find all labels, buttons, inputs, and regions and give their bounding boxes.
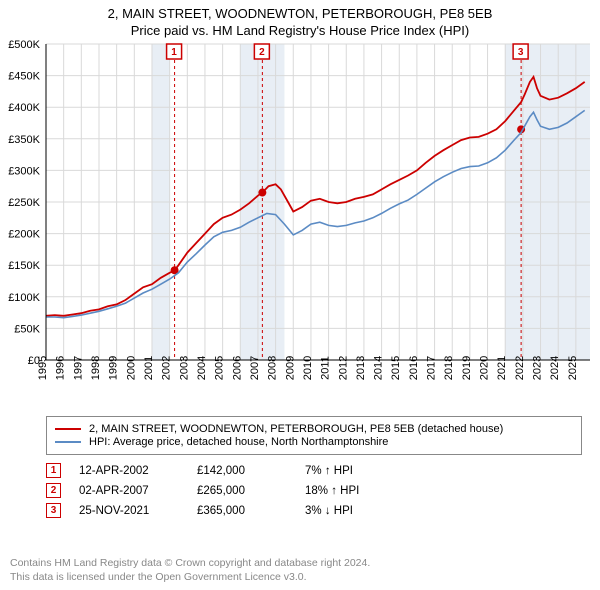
x-tick-label: 2014 [373, 356, 385, 380]
x-tick-label: 2000 [125, 356, 137, 380]
event-price: £365,000 [197, 505, 287, 517]
x-tick-label: 2015 [390, 356, 402, 380]
x-tick-label: 2018 [443, 356, 455, 380]
y-tick-label: £500K [8, 40, 40, 51]
event-number-box: 1 [46, 463, 61, 478]
event-row: 2 02-APR-2007 £265,000 18% ↑ HPI [46, 483, 582, 498]
event-row: 3 25-NOV-2021 £365,000 3% ↓ HPI [46, 503, 582, 518]
x-tick-label: 2010 [302, 356, 314, 380]
x-tick-label: 2006 [231, 356, 243, 380]
event-price: £265,000 [197, 485, 287, 497]
x-tick-label: 2005 [214, 356, 226, 380]
event-marker-label: 2 [259, 47, 265, 58]
y-tick-label: £400K [8, 102, 40, 114]
event-diff: 7% ↑ HPI [305, 465, 405, 477]
x-tick-label: 2008 [267, 356, 279, 380]
y-tick-label: £150K [8, 260, 40, 272]
x-tick-label: 2017 [426, 356, 438, 380]
x-tick-label: 2021 [496, 356, 508, 380]
event-marker-label: 1 [171, 47, 177, 58]
x-tick-label: 2023 [532, 356, 544, 380]
series-hpi [46, 110, 585, 317]
x-tick-label: 1997 [72, 356, 84, 380]
y-tick-label: £300K [8, 165, 40, 177]
x-tick-label: 2022 [514, 356, 526, 380]
event-marker-label: 3 [518, 47, 524, 58]
x-tick-label: 1998 [90, 356, 102, 380]
chart-area: £0£50K£100K£150K£200K£250K£300K£350K£400… [0, 40, 600, 410]
y-tick-label: £100K [8, 292, 40, 304]
x-tick-label: 2024 [549, 356, 561, 380]
legend-label: 2, MAIN STREET, WOODNEWTON, PETERBOROUGH… [89, 423, 503, 435]
y-tick-label: £200K [8, 229, 40, 241]
price-chart: £0£50K£100K£150K£200K£250K£300K£350K£400… [0, 40, 600, 410]
y-tick-label: £250K [8, 197, 40, 209]
x-tick-label: 2016 [408, 356, 420, 380]
legend-row: 2, MAIN STREET, WOODNEWTON, PETERBOROUGH… [55, 423, 573, 435]
event-diff: 18% ↑ HPI [305, 485, 405, 497]
legend-swatch [55, 441, 81, 443]
y-tick-label: £350K [8, 134, 40, 146]
legend-swatch [55, 428, 81, 430]
x-tick-label: 2004 [196, 356, 208, 380]
x-tick-label: 2025 [567, 356, 579, 380]
legend-box: 2, MAIN STREET, WOODNEWTON, PETERBOROUGH… [46, 416, 582, 455]
events-table: 1 12-APR-2002 £142,000 7% ↑ HPI 2 02-APR-2007… [46, 463, 582, 518]
x-tick-label: 2013 [355, 356, 367, 380]
x-tick-label: 2012 [337, 356, 349, 380]
x-tick-label: 1995 [37, 356, 49, 380]
series-property [46, 77, 585, 316]
event-date: 02-APR-2007 [79, 485, 179, 497]
y-tick-label: £50K [14, 323, 40, 335]
event-price: £142,000 [197, 465, 287, 477]
x-tick-label: 2009 [284, 356, 296, 380]
x-tick-label: 1999 [108, 356, 120, 380]
x-tick-label: 2020 [479, 356, 491, 380]
event-row: 1 12-APR-2002 £142,000 7% ↑ HPI [46, 463, 582, 478]
footer-line2: This data is licensed under the Open Gov… [10, 570, 370, 584]
event-number-box: 3 [46, 503, 61, 518]
x-tick-label: 2001 [143, 356, 155, 380]
legend-label: HPI: Average price, detached house, Nort… [89, 436, 388, 448]
page-container: 2, MAIN STREET, WOODNEWTON, PETERBOROUGH… [0, 0, 600, 590]
event-number-box: 2 [46, 483, 61, 498]
event-date: 25-NOV-2021 [79, 505, 179, 517]
title-block: 2, MAIN STREET, WOODNEWTON, PETERBOROUGH… [0, 0, 600, 40]
legend-row: HPI: Average price, detached house, Nort… [55, 436, 573, 448]
event-date: 12-APR-2002 [79, 465, 179, 477]
footer-line1: Contains HM Land Registry data © Crown c… [10, 556, 370, 570]
y-tick-label: £450K [8, 71, 40, 83]
x-tick-label: 2002 [161, 356, 173, 380]
title-line2: Price paid vs. HM Land Registry's House … [0, 23, 600, 38]
event-diff: 3% ↓ HPI [305, 505, 405, 517]
x-tick-label: 2007 [249, 356, 261, 380]
x-tick-label: 2003 [178, 356, 190, 380]
title-line1: 2, MAIN STREET, WOODNEWTON, PETERBOROUGH… [0, 6, 600, 21]
x-tick-label: 1996 [55, 356, 67, 380]
x-tick-label: 2019 [461, 356, 473, 380]
footer-attribution: Contains HM Land Registry data © Crown c… [10, 556, 370, 584]
